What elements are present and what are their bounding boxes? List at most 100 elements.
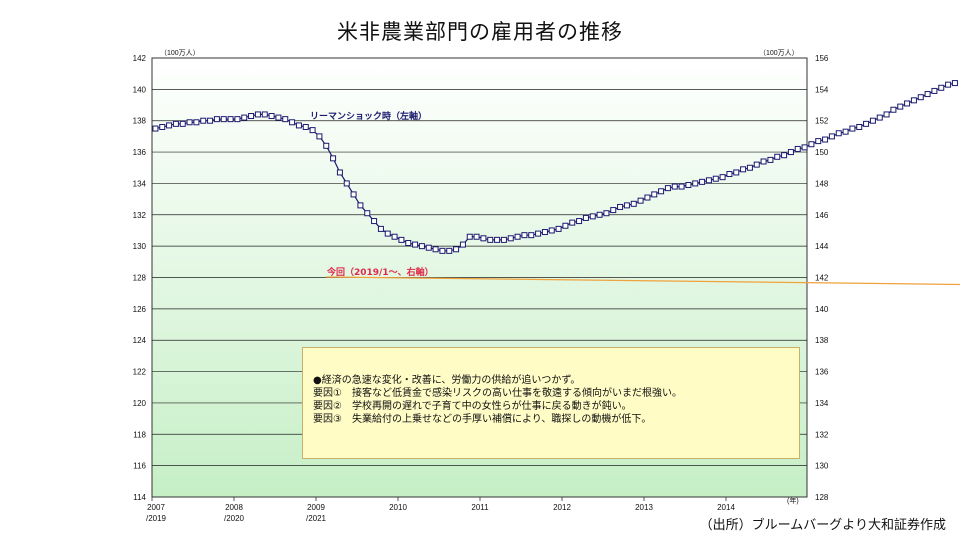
x-axis-tick: 2010 <box>389 503 407 512</box>
data-point <box>801 144 808 151</box>
data-point <box>644 194 651 201</box>
right-axis-tick: 144 <box>815 242 829 251</box>
left-axis-unit: （100万人） <box>160 49 200 57</box>
data-point <box>268 113 275 120</box>
data-point <box>883 111 890 118</box>
data-point <box>309 127 316 134</box>
x-axis-unit: (年) <box>787 496 799 505</box>
data-point <box>760 158 767 165</box>
data-point <box>856 123 863 130</box>
data-point <box>535 230 542 237</box>
data-point <box>282 116 289 123</box>
data-point <box>726 171 733 178</box>
right-axis-tick: 134 <box>815 399 829 408</box>
data-point <box>514 233 521 240</box>
data-point <box>248 113 255 120</box>
left-axis-tick: 130 <box>133 242 147 251</box>
left-axis-tick: 132 <box>133 211 147 220</box>
note-line: 要因① 接客など低賃金で感染リスクの高い仕事を敬遠する傾向がいまだ根強い。 <box>313 388 682 399</box>
note-lines: ●経済の急速な変化・改善に、労働力の供給が追いつかず。 要因① 接客など低賃金で… <box>313 374 682 426</box>
x-axis-tick: 2007 <box>147 503 165 512</box>
right-axis-tick: 156 <box>815 54 829 63</box>
data-point <box>876 114 883 121</box>
data-point <box>740 166 747 173</box>
data-point <box>678 183 685 190</box>
left-axis-tick: 138 <box>133 117 147 126</box>
data-point <box>617 203 624 210</box>
data-point <box>166 122 173 129</box>
data-point <box>951 80 958 87</box>
left-axis-tick: 116 <box>133 462 146 471</box>
data-point <box>302 123 309 130</box>
data-point <box>234 116 241 123</box>
right-axis-tick: 138 <box>815 336 829 345</box>
right-axis-tick: 154 <box>815 85 829 94</box>
data-point <box>562 222 569 229</box>
x-axis-tick: 2011 <box>471 503 489 512</box>
left-axis-tick: 118 <box>133 430 146 439</box>
data-point <box>391 233 398 240</box>
left-axis-tick: 142 <box>133 54 147 63</box>
data-point <box>377 225 384 232</box>
x-axis-tick: 2008 <box>225 503 243 512</box>
data-point <box>692 180 699 187</box>
data-point <box>500 236 507 243</box>
data-point <box>603 210 610 217</box>
left-axis-tick: 114 <box>133 493 146 502</box>
data-point <box>453 246 460 253</box>
data-point <box>828 133 835 140</box>
data-point <box>316 133 323 140</box>
data-point <box>487 236 494 243</box>
data-point <box>295 122 302 129</box>
right-axis-tick: 146 <box>815 211 829 220</box>
data-point <box>794 145 801 152</box>
right-axis-tick: 132 <box>815 430 829 439</box>
data-point <box>835 130 842 137</box>
series-line-lehman <box>155 82 956 252</box>
right-axis-tick: 150 <box>815 148 829 157</box>
data-point <box>699 178 706 185</box>
data-point <box>473 233 480 240</box>
source-note: （出所）ブルームバーグより大和証券作成 <box>699 518 946 533</box>
data-point <box>323 142 330 149</box>
data-point <box>671 183 678 190</box>
data-point <box>849 125 856 132</box>
x-axis-subtick: /2021 <box>306 514 327 523</box>
left-axis-tick: 126 <box>133 305 147 314</box>
data-point <box>213 116 220 123</box>
data-point <box>466 233 473 240</box>
series-labels: リーマンショック時（左軸） 今回（2019/1～、右軸） <box>310 110 960 286</box>
data-point <box>446 247 453 254</box>
data-point <box>815 138 822 145</box>
data-point <box>910 97 917 104</box>
right-axis-tick: 136 <box>815 368 829 377</box>
data-point <box>254 111 261 118</box>
data-point <box>364 210 371 217</box>
left-axis-tick: 134 <box>133 179 147 188</box>
data-point <box>869 117 876 124</box>
data-point <box>384 230 391 237</box>
data-point <box>241 114 248 121</box>
left-axis-tick: 122 <box>133 368 147 377</box>
data-point <box>220 116 227 123</box>
data-point <box>596 211 603 218</box>
left-axis-tick: 140 <box>133 85 147 94</box>
data-point <box>863 120 870 127</box>
data-point <box>719 174 726 181</box>
note-line: 要因③ 失業給付の上乗せなどの手厚い補償により、職探しの動機が低下。 <box>313 414 652 425</box>
x-axis-tick: 2012 <box>553 503 571 512</box>
data-point <box>630 200 637 207</box>
data-point <box>528 232 535 239</box>
data-point <box>480 235 487 242</box>
data-point <box>781 152 788 159</box>
data-point <box>897 103 904 110</box>
data-point <box>945 81 952 88</box>
data-point <box>418 243 425 250</box>
data-point <box>569 219 576 226</box>
data-point <box>289 119 296 126</box>
chart-title: 米非農業部門の雇用者の推移 <box>337 20 623 44</box>
data-point <box>152 125 159 132</box>
data-point <box>275 114 282 121</box>
note-box: ●経済の急速な変化・改善に、労働力の供給が追いつかず。 要因① 接客など低賃金で… <box>302 347 800 459</box>
